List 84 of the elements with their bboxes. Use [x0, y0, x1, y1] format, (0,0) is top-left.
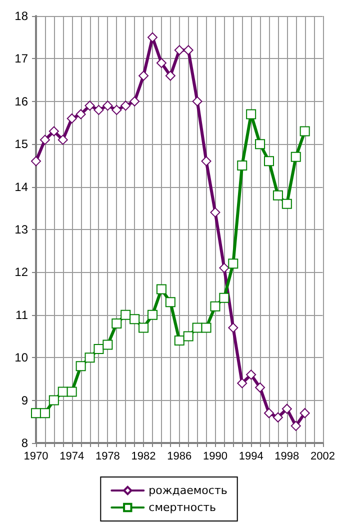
point — [138, 70, 149, 81]
point — [31, 408, 41, 418]
y-tick-label: 17 — [14, 52, 28, 66]
point — [148, 32, 158, 42]
point — [156, 284, 166, 294]
point — [264, 156, 274, 166]
y-tick-label: 14 — [14, 180, 28, 194]
point — [201, 156, 212, 166]
point — [40, 408, 50, 418]
point — [148, 310, 158, 320]
point — [210, 207, 220, 218]
point — [201, 322, 212, 333]
point — [192, 96, 202, 106]
point — [58, 134, 68, 145]
y-tick-label: 13 — [14, 222, 28, 236]
legend-label: рождаемость — [148, 484, 228, 497]
legend-label: смертность — [148, 501, 216, 514]
x-tick-label: 1990 — [202, 450, 228, 462]
point — [183, 331, 194, 342]
point — [219, 292, 230, 303]
point — [112, 318, 122, 328]
point — [94, 104, 104, 115]
point — [300, 126, 310, 136]
point — [282, 404, 292, 414]
point — [183, 45, 194, 56]
point — [300, 408, 310, 418]
x-tick-label: 1982 — [131, 450, 156, 462]
point — [156, 58, 166, 68]
point — [40, 134, 50, 145]
x-tick-label: 1978 — [95, 450, 120, 462]
point — [246, 370, 256, 380]
y-tick-label: 15 — [14, 137, 28, 152]
y-tick-label: 9 — [21, 393, 28, 408]
point — [237, 378, 248, 388]
point — [165, 297, 176, 308]
y-tick-label: 8 — [21, 436, 28, 450]
point — [272, 190, 283, 200]
point — [48, 395, 59, 406]
point — [66, 113, 77, 124]
point — [84, 352, 95, 363]
point — [48, 126, 59, 136]
point — [255, 139, 266, 150]
point — [165, 70, 176, 81]
point — [228, 322, 238, 333]
point — [94, 344, 104, 354]
point — [102, 100, 113, 111]
point — [219, 262, 230, 273]
x-tick-label: 1994 — [238, 450, 264, 462]
point — [76, 109, 86, 120]
point — [246, 109, 256, 120]
x-tick-label: 1974 — [60, 450, 84, 462]
point — [290, 420, 301, 431]
point — [76, 361, 86, 372]
point — [192, 322, 202, 333]
point — [66, 386, 77, 397]
point — [31, 156, 41, 166]
point — [112, 104, 122, 115]
y-tick-label: 18 — [14, 9, 28, 23]
point — [210, 301, 220, 312]
x-tick-label: 1986 — [167, 450, 192, 462]
point — [237, 160, 248, 170]
point — [228, 258, 238, 269]
point — [264, 408, 274, 418]
point — [174, 336, 184, 346]
x-tick-label: 1970 — [24, 450, 48, 462]
point — [290, 152, 301, 162]
x-tick-label: 1998 — [274, 450, 300, 462]
point — [120, 100, 131, 111]
point — [130, 96, 140, 106]
point — [282, 198, 292, 209]
y-tick-label: 11 — [16, 308, 28, 322]
y-tick-label: 10 — [14, 350, 28, 365]
point — [130, 314, 140, 324]
point — [84, 100, 95, 111]
point — [255, 382, 266, 392]
x-tick-label: 2002 — [310, 450, 336, 462]
point — [102, 340, 113, 350]
point — [174, 45, 184, 56]
point — [120, 310, 131, 320]
point — [272, 412, 283, 422]
y-tick-label: 12 — [14, 265, 28, 280]
point — [58, 386, 68, 397]
point — [138, 322, 149, 333]
y-tick-label: 16 — [14, 94, 28, 108]
